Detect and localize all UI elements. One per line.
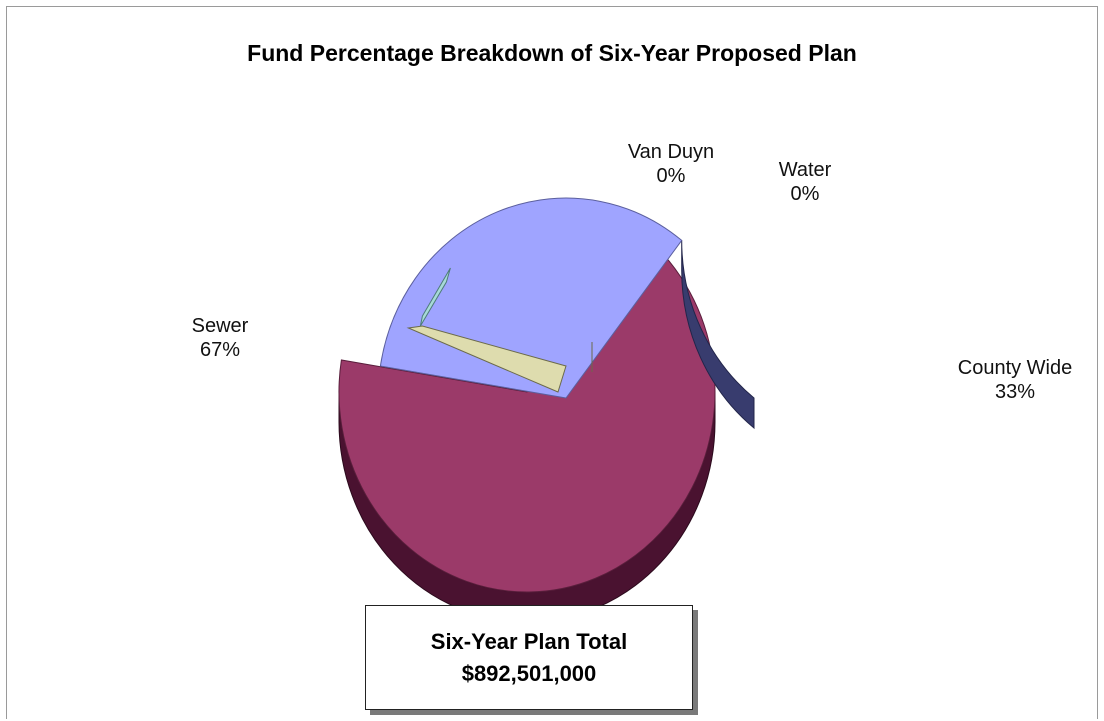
van-duyn-label-value: 0% [656, 165, 686, 187]
county-wide-slice-side [681, 240, 755, 430]
plan-total-box: Six-Year Plan Total $892,501,000 [365, 605, 693, 710]
county-wide-label-name: County Wide [957, 357, 1073, 379]
county-wide-label: County Wide 33% [935, 356, 1095, 404]
sewer-label: Sewer 67% [165, 314, 275, 362]
water-label-name: Water [778, 159, 832, 181]
chart-title: Fund Percentage Breakdown of Six-Year Pr… [247, 40, 857, 66]
water-label: Water 0% [755, 158, 855, 206]
water-label-value: 0% [790, 183, 820, 205]
van-duyn-slice [406, 325, 567, 393]
plan-total-value: $892,501,000 [461, 660, 597, 686]
water-slice [419, 267, 451, 327]
van-duyn-label: Van Duyn 0% [611, 140, 731, 188]
plan-total-label: Six-Year Plan Total [430, 628, 628, 654]
van-duyn-label-name: Van Duyn [627, 141, 715, 163]
county-wide-label-value: 33% [994, 381, 1036, 403]
sewer-label-value: 67% [199, 339, 241, 361]
sewer-label-name: Sewer [191, 315, 249, 337]
